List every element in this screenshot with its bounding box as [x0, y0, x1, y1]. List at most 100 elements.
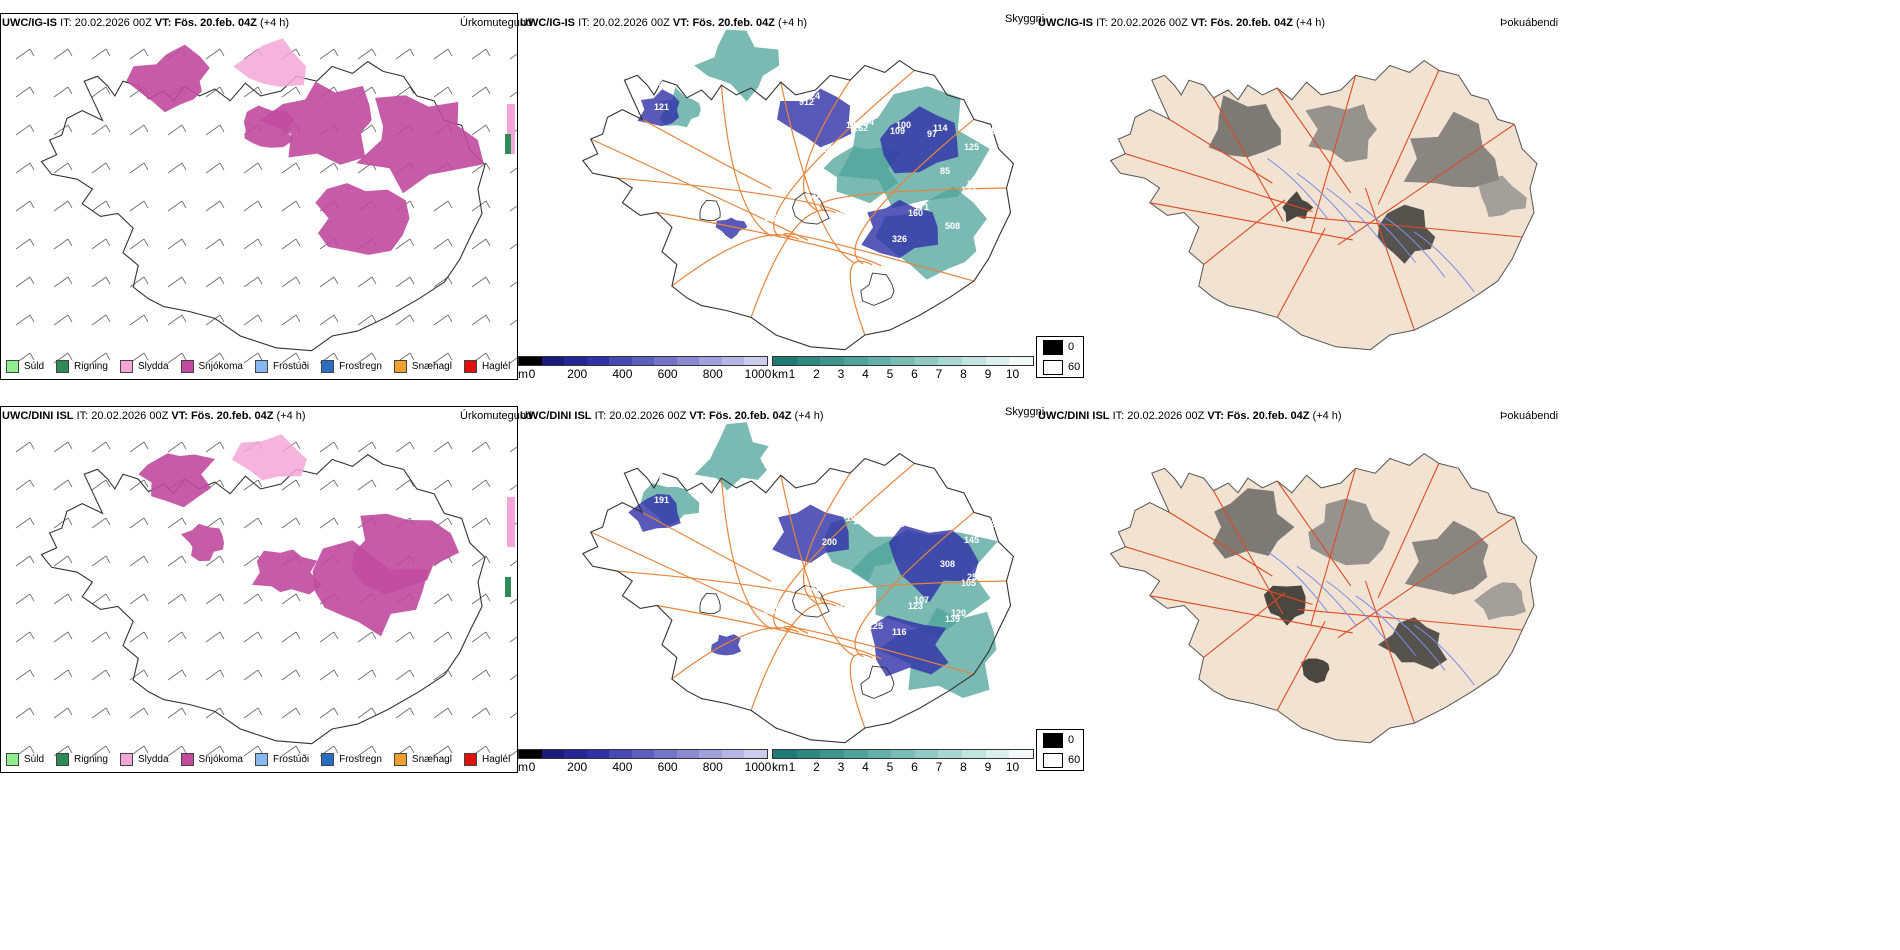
vt-label: VT: [672, 17, 690, 29]
wind-barb [15, 48, 35, 60]
wind-barb [243, 86, 263, 98]
wind-barb [15, 479, 35, 491]
colorbar-cell [891, 357, 915, 365]
colorbar-cell [519, 357, 542, 365]
fog-index-area [1263, 585, 1306, 626]
road-line [1203, 592, 1286, 658]
colorbar-cell [586, 750, 610, 758]
river-line [1325, 187, 1387, 249]
legend-item: Haglél [463, 752, 511, 766]
wind-barb [243, 238, 263, 250]
colorbar-cell [891, 750, 915, 758]
fog-panel-title: Þokuábendi [1500, 410, 1559, 422]
colorbar-cell [654, 357, 677, 365]
wind-barb [91, 314, 111, 326]
road-line [1203, 199, 1286, 265]
colorbar-cell [541, 357, 565, 365]
wind-barb [509, 598, 517, 605]
wind-barb [319, 314, 339, 326]
wind-barb [243, 631, 263, 643]
road-line [671, 234, 800, 287]
fog-index-area [1208, 95, 1281, 158]
legend-swatch [254, 752, 268, 766]
wind-barb [205, 517, 225, 529]
colorbar-cell [1009, 750, 1034, 758]
ceiling-value-label: 239 [695, 514, 710, 524]
colorbar-tick: 9 [984, 367, 992, 381]
wind-barb [281, 517, 301, 529]
lead-time: (+4 h) [1312, 410, 1342, 422]
wind-barb [53, 162, 73, 174]
road-line [1276, 87, 1352, 194]
road-line [641, 511, 772, 582]
ceiling-value-label: 94 [812, 577, 822, 587]
wind-barb [129, 593, 149, 605]
visibility-colorbar: km 1 2 3 4 5 6 7 8 9 10 [772, 749, 1034, 774]
ceiling-value-label: 508 [945, 221, 960, 231]
sleet-area [231, 434, 308, 481]
wind-barb [205, 441, 225, 453]
colorbar-cell [843, 357, 868, 365]
wind-barb [319, 48, 339, 60]
colorbar-cell [744, 357, 768, 365]
wind-barb [243, 707, 263, 719]
wind-barb [471, 555, 491, 567]
ceiling-value-label: 180 [748, 98, 763, 108]
wind-barb [167, 314, 187, 326]
ceiling-value-label: 999 [799, 490, 814, 500]
ceiling-value-label: 251 [967, 572, 982, 582]
wind-barb [53, 48, 73, 60]
legend-swatch [393, 752, 407, 766]
colorbar-tick: 1000 [744, 760, 772, 774]
legend-swatch [56, 359, 70, 373]
ceiling-value-label: 156 [648, 78, 663, 88]
legend-label: Frostúði [272, 360, 310, 372]
ceiling-visibility-panel: 267 239 248 999 103 153 109 91 145 105 123 139 116 13… [518, 406, 1028, 751]
snow-area [351, 513, 460, 595]
road-line [854, 118, 975, 265]
wind-barb [395, 441, 415, 453]
colorbar-tick: 7 [935, 367, 943, 381]
colorbar-tick: 10 [1005, 760, 1020, 774]
ceiling-value-label: 149 [822, 144, 837, 154]
wind-barb [471, 517, 491, 529]
colorbar-tick: 2 [813, 367, 820, 381]
wind-barb [281, 314, 301, 326]
legend-label: Haglél [481, 753, 511, 765]
wind-barb [129, 200, 149, 212]
road-line [1125, 153, 1313, 213]
colorbar-ticks: km 1 2 3 4 5 6 7 8 9 10 [772, 759, 1034, 774]
lead-time: (+4 h) [778, 17, 808, 29]
it-label: IT: [578, 17, 590, 29]
it-value: 20.02.2026 00Z [74, 17, 152, 29]
colorbar-cell [796, 750, 821, 758]
vt-value: Fös. 20.feb. 04Z [1210, 17, 1293, 29]
fog-index-area [1478, 175, 1527, 217]
road-line [849, 260, 873, 336]
wind-barb [357, 314, 377, 326]
ceiling-value-label: 160 [908, 208, 923, 218]
wind-barb [15, 441, 35, 453]
wind-barb [509, 484, 517, 491]
snow-area [356, 95, 484, 194]
wind-barb [15, 86, 35, 98]
wind-barb [129, 441, 149, 453]
colorbar-cell [773, 750, 797, 758]
road-line [820, 580, 1007, 606]
wind-barb [15, 555, 35, 567]
ceiling-value-label: 171 [914, 202, 929, 212]
wind-barb [281, 479, 301, 491]
wind-barb [281, 276, 301, 288]
road-line [849, 653, 873, 729]
road-line [803, 79, 851, 212]
legend-swatch [463, 359, 477, 373]
colorbar-cell [796, 357, 821, 365]
fog-legend: 0 60 [1036, 729, 1084, 771]
ceiling-visibility-panel: 156 233 208 912 188 162 109 97 125 133 160 508 326 88… [518, 13, 1028, 358]
colorbar-cell [985, 357, 1010, 365]
legend-label: Snjókoma [198, 753, 243, 765]
wind-barb [395, 276, 415, 288]
legend-item: Snæhagl [393, 359, 452, 373]
river-line [1414, 624, 1475, 686]
